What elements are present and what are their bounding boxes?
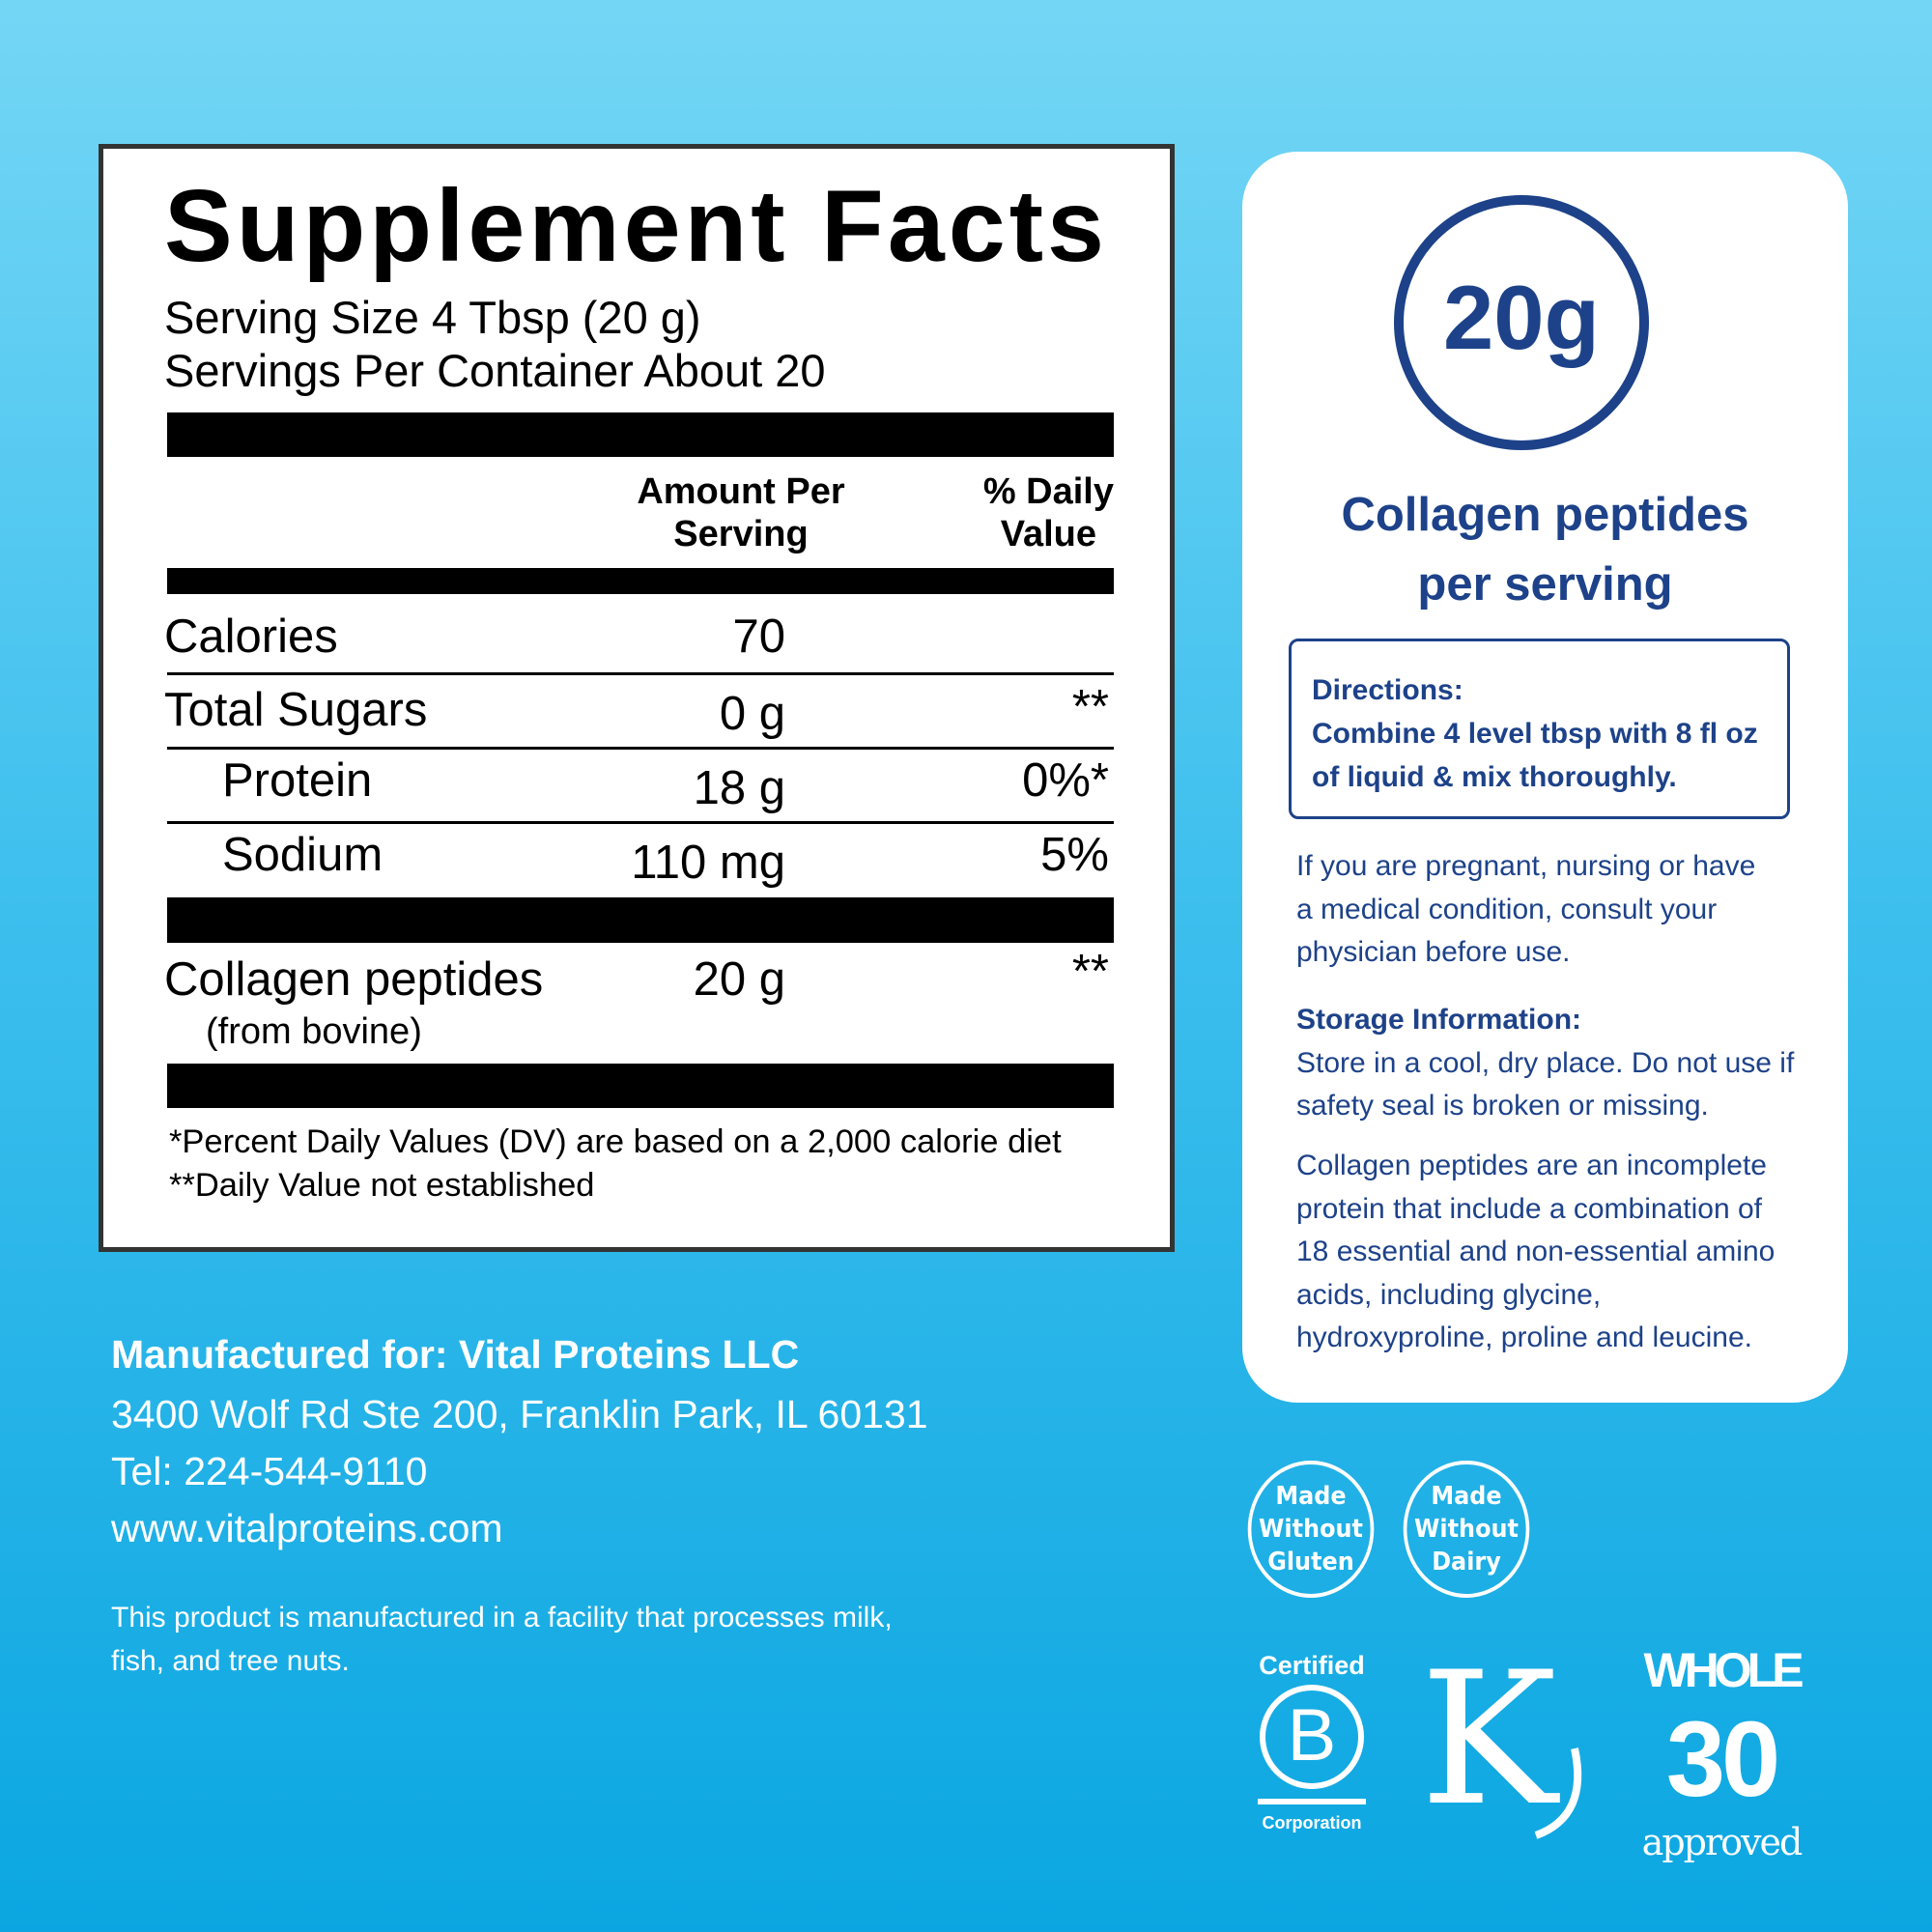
facts-title: Supplement Facts <box>164 169 1108 283</box>
row-rule <box>167 747 1114 750</box>
row-rule <box>167 821 1114 824</box>
header-daily-value: % Daily Value <box>982 471 1114 554</box>
directions: Directions: Combine 4 level tbsp with 8 f… <box>1312 674 1758 793</box>
nutrient-name: Collagen peptides <box>164 953 544 1006</box>
footnotes: *Percent Daily Values (DV) are based on … <box>169 1123 1062 1204</box>
storage-info: Storage Information: Store in a cool, dry… <box>1296 1004 1795 1122</box>
nutrient-source: (from bovine) <box>206 1011 422 1052</box>
nutrient-amount: 70 <box>732 611 785 663</box>
nutrient-name: Sodium <box>222 829 384 881</box>
nutrient-dv: 5% <box>1040 829 1109 881</box>
allergen-statement: This product is manufactured in a facili… <box>111 1602 893 1677</box>
divider-bar <box>167 568 1114 594</box>
manufacturer-name: Manufactured for: Vital Proteins LLC <box>111 1332 800 1377</box>
nutrient-dv: 0%* <box>1022 754 1109 807</box>
divider-bar <box>167 1064 1114 1108</box>
kosher-swoosh-icon <box>1534 1747 1582 1839</box>
header-amount: Amount Per Serving <box>637 471 845 554</box>
servings-per-container: Servings Per Container About 20 <box>164 345 826 396</box>
whole30-logo: WHOLE 30 approved <box>1641 1643 1804 1863</box>
serving-amount: 20g <box>1443 267 1600 368</box>
serving-size: Serving Size 4 Tbsp (20 g) <box>164 292 701 343</box>
gluten-free-badge: Made Without Gluten <box>1247 1461 1375 1598</box>
divider-bar <box>167 897 1114 943</box>
info-card: 20g Collagen peptides per serving Directi… <box>1242 152 1848 1403</box>
bcorp-logo: Certified B Corporation <box>1258 1651 1366 1833</box>
nutrient-name: Calories <box>164 611 338 663</box>
warning-text: If you are pregnant, nursing or have a me… <box>1296 850 1756 968</box>
directions-box: Directions: Combine 4 level tbsp with 8 f… <box>1289 639 1790 819</box>
dairy-free-badge: Made Without Dairy <box>1403 1461 1530 1598</box>
row-rule <box>167 672 1114 675</box>
serving-amount-circle: 20g <box>1394 195 1649 450</box>
nutrient-amount: 18 g <box>693 762 785 814</box>
divider-bar <box>167 412 1114 457</box>
supplement-facts-panel: Supplement Facts Serving Size 4 Tbsp (20… <box>99 144 1175 1252</box>
manufacturer-website[interactable]: www.vitalproteins.com <box>111 1506 503 1550</box>
nutrient-dv: ** <box>1071 681 1109 733</box>
serving-caption: Collagen peptides per serving <box>1341 489 1749 611</box>
nutrient-amount: 0 g <box>719 688 785 740</box>
nutrient-dv: ** <box>1071 946 1109 998</box>
nutrient-name: Protein <box>222 754 373 807</box>
nutrient-amount: 20 g <box>693 953 785 1006</box>
nutrient-amount: 110 mg <box>631 837 785 889</box>
manufacturer-address: 3400 Wolf Rd Ste 200, Franklin Park, IL … <box>111 1392 928 1436</box>
collagen-info: Collagen peptides are an incomplete prote… <box>1296 1150 1776 1353</box>
manufacturer-phone: Tel: 224-544-9110 <box>111 1449 428 1493</box>
nutrient-name: Total Sugars <box>164 684 428 736</box>
kosher-logo: K <box>1420 1633 1557 1846</box>
